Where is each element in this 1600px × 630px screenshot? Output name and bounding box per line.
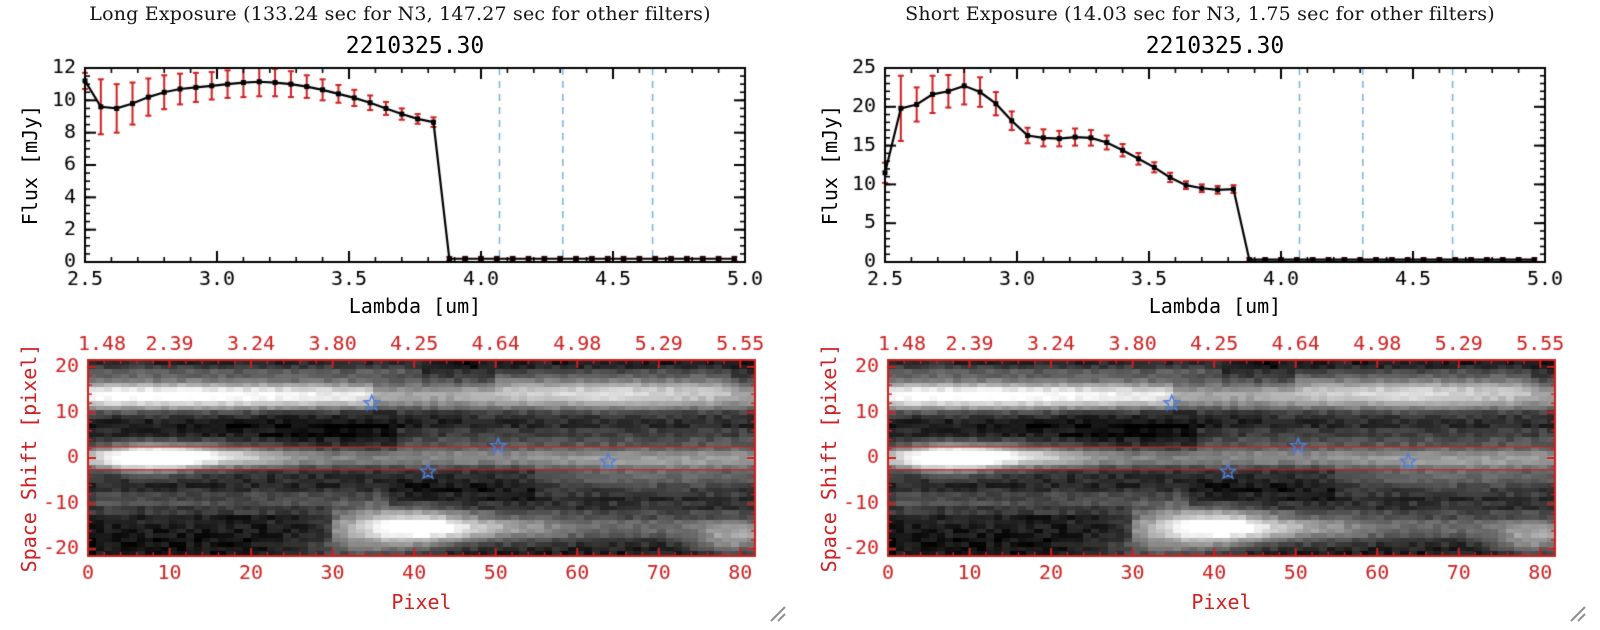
resize-grip-icon[interactable] (768, 604, 786, 622)
long-exposure-plots-canvas (0, 0, 800, 630)
panel-long-exposure: Long Exposure (133.24 sec for N3, 147.27… (0, 0, 800, 630)
panel-short-exposure: Short Exposure (14.03 sec for N3, 1.75 s… (800, 0, 1600, 630)
short-exposure-plots-canvas (800, 0, 1600, 630)
resize-grip-icon[interactable] (1568, 604, 1586, 622)
